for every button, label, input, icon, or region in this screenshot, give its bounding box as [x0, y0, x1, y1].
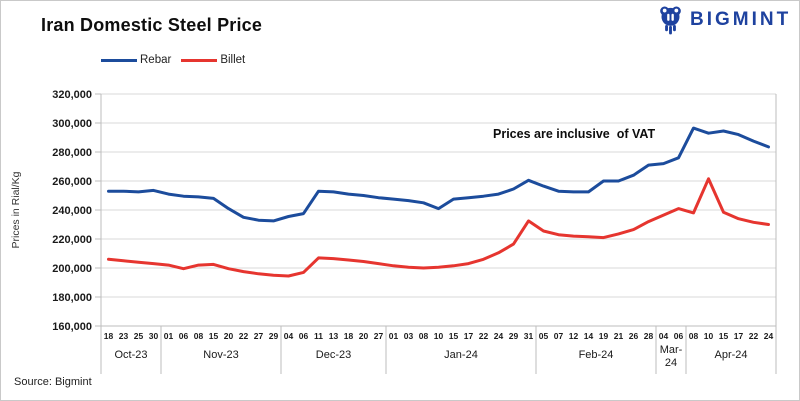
y-tick-label: 260,000 — [52, 176, 92, 188]
bigmint-logo: BIGMINT — [657, 6, 792, 35]
x-tick-label: 08 — [419, 331, 429, 341]
vat-annotation: Prices are inclusive of VAT — [493, 127, 656, 141]
month-label: Apr-24 — [714, 349, 747, 361]
legend-item-rebar[interactable]: Rebar — [101, 54, 171, 66]
x-tick-label: 08 — [689, 331, 699, 341]
x-tick-label: 29 — [509, 331, 519, 341]
x-tick-label: 12 — [569, 331, 579, 341]
x-tick-label: 01 — [164, 331, 174, 341]
source-note: Source: Bigmint — [14, 376, 92, 388]
x-tick-label: 22 — [239, 331, 249, 341]
x-tick-label: 14 — [584, 331, 594, 341]
x-tick-label: 18 — [344, 331, 354, 341]
y-tick-label: 160,000 — [52, 321, 92, 333]
y-tick-label: 180,000 — [52, 292, 92, 304]
x-tick-label: 22 — [749, 331, 759, 341]
x-tick-label: 17 — [464, 331, 474, 341]
x-tick-label: 05 — [539, 331, 549, 341]
x-tick-label: 27 — [374, 331, 384, 341]
x-tick-label: 27 — [254, 331, 264, 341]
x-tick-label: 29 — [269, 331, 279, 341]
legend-item-billet[interactable]: Billet — [181, 54, 245, 66]
x-tick-label: 19 — [599, 331, 609, 341]
x-tick-label: 08 — [194, 331, 204, 341]
month-label: Oct-23 — [114, 349, 147, 361]
x-tick-label: 20 — [224, 331, 234, 341]
y-tick-label: 280,000 — [52, 147, 92, 159]
chart-legend: Rebar Billet — [101, 54, 245, 66]
y-tick-label: 320,000 — [52, 89, 92, 101]
x-tick-label: 31 — [524, 331, 534, 341]
x-tick-label: 04 — [284, 331, 294, 341]
month-label: Mar- — [660, 344, 683, 356]
y-axis-title: Prices in Rial/Kg — [10, 171, 22, 248]
rebar-line — [107, 126, 770, 223]
x-tick-label: 01 — [389, 331, 399, 341]
rebar-line-swatch — [101, 58, 137, 62]
x-tick-label: 04 — [659, 331, 669, 341]
x-tick-label: 06 — [179, 331, 189, 341]
x-tick-label: 21 — [614, 331, 624, 341]
x-tick-label: 06 — [299, 331, 309, 341]
x-tick-label: 07 — [554, 331, 564, 341]
x-tick-label: 26 — [629, 331, 639, 341]
y-tick-label: 300,000 — [52, 118, 92, 130]
x-tick-label: 20 — [359, 331, 369, 341]
bigmint-logo-icon — [660, 6, 681, 35]
month-label: Jan-24 — [444, 349, 478, 361]
y-tick-label: 200,000 — [52, 263, 92, 275]
billet-line-swatch — [181, 58, 218, 62]
x-tick-label: 10 — [704, 331, 714, 341]
x-tick-label: 24 — [764, 331, 774, 341]
billet-line — [107, 177, 770, 278]
x-tick-label: 24 — [494, 331, 504, 341]
month-label: Feb-24 — [579, 349, 614, 361]
month-label: 24 — [665, 357, 677, 369]
bigmint-logo-text: BIGMINT — [690, 9, 792, 30]
x-tick-label: 18 — [104, 331, 114, 341]
x-tick-label: 17 — [734, 331, 744, 341]
x-tick-label: 10 — [434, 331, 444, 341]
x-tick-label: 15 — [719, 331, 729, 341]
y-tick-label: 240,000 — [52, 205, 92, 217]
x-tick-label: 03 — [404, 331, 414, 341]
x-tick-label: 11 — [314, 331, 323, 341]
x-tick-label: 25 — [134, 331, 144, 341]
x-tick-label: 15 — [209, 331, 219, 341]
x-tick-label: 28 — [644, 331, 654, 341]
legend-label-rebar: Rebar — [140, 54, 172, 66]
y-tick-label: 220,000 — [52, 234, 92, 246]
month-label: Dec-23 — [316, 349, 351, 361]
x-tick-label: 15 — [449, 331, 459, 341]
x-tick-label: 13 — [329, 331, 339, 341]
legend-label-billet: Billet — [220, 54, 246, 66]
x-tick-label: 06 — [674, 331, 684, 341]
month-label: Nov-23 — [203, 349, 238, 361]
chart-title: Iran Domestic Steel Price — [41, 15, 263, 35]
x-tick-label: 30 — [149, 331, 159, 341]
x-tick-label: 23 — [119, 331, 129, 341]
x-tick-label: 22 — [479, 331, 489, 341]
